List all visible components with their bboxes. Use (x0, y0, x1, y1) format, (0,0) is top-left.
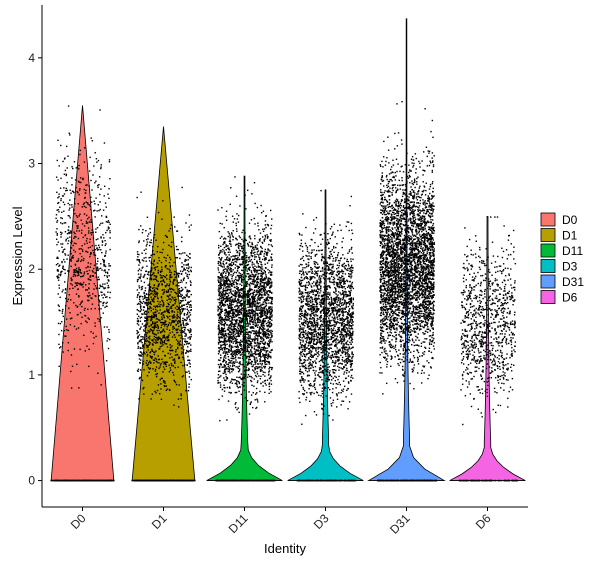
y-axis-title: Expression Level (10, 206, 25, 305)
legend-key-d3 (540, 259, 556, 273)
violin-d0 (50, 105, 115, 481)
legend-label-d6: D6 (562, 291, 578, 305)
legend-key-d11 (540, 243, 556, 258)
x-tick-label-d0: D0 (68, 511, 89, 532)
legend-label-d3: D3 (562, 260, 578, 274)
violin-d1 (131, 126, 196, 481)
jitter-points-d0 (53, 105, 114, 482)
legend-key-d31 (540, 274, 556, 289)
legend-label-d0: D0 (562, 213, 578, 227)
legend-label-d1: D1 (562, 229, 578, 243)
jitter-points-d11 (215, 176, 276, 482)
x-tick-label-d6: D6 (473, 511, 494, 532)
x-tick-label-d31: D31 (387, 511, 413, 537)
legend-label-d31: D31 (562, 275, 584, 289)
x-axis-title: Identity (264, 541, 306, 556)
jitter-points-d31 (376, 100, 438, 482)
x-tick-label-d1: D1 (149, 511, 170, 532)
jitter-points-d1 (133, 186, 195, 482)
legend-key-d1 (540, 228, 556, 242)
jitter-points-d6 (458, 216, 518, 482)
legend-key-d6 (540, 290, 556, 304)
y-tick-label: 4 (28, 51, 35, 65)
legend-key-d0 (540, 212, 556, 227)
jitter-points-layer (53, 100, 518, 482)
y-tick-label: 2 (28, 262, 35, 276)
x-tick-label-d3: D3 (311, 511, 332, 532)
violin-d11 (206, 175, 283, 481)
y-tick-label: 0 (28, 474, 35, 488)
x-tick-label-d11: D11 (226, 511, 251, 536)
y-axis-ticks: 0 1 2 3 4 (28, 51, 42, 488)
y-tick-label: 3 (28, 157, 35, 171)
y-tick-label: 1 (28, 368, 35, 382)
legend-label-d11: D11 (562, 244, 583, 258)
jitter-points-d3 (296, 189, 357, 482)
violin-layer (50, 18, 526, 482)
violin-d6 (449, 215, 526, 481)
x-axis-ticks: D0 D1 D11 D3 D31 D6 (68, 507, 494, 537)
